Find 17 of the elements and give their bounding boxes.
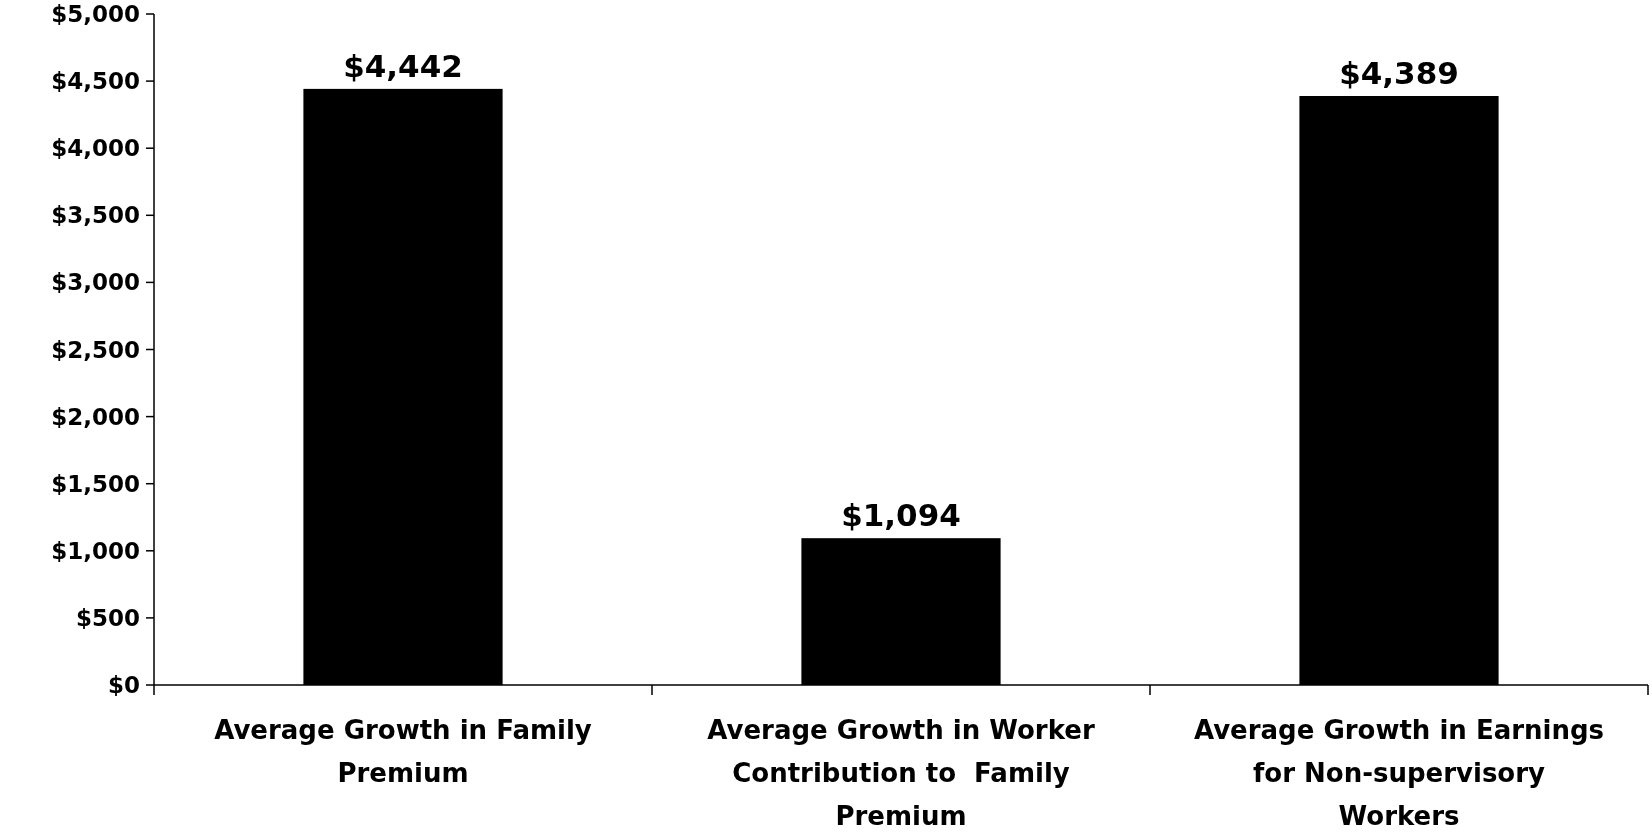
y-tick-label: $0: [107, 672, 140, 699]
y-tick-label: $3,000: [51, 269, 140, 296]
data-label: $4,442: [343, 47, 463, 84]
y-tick-label: $4,500: [51, 68, 140, 95]
y-tick-label: $4,000: [51, 135, 140, 162]
x-tick-label: Average Growth in Worker Contribution to Family Premium: [707, 715, 1095, 831]
y-tick-label: $500: [75, 604, 140, 631]
y-tick-label: $2,000: [51, 403, 140, 430]
y-tick-label: $1,500: [51, 470, 140, 497]
data-label: $1,094: [841, 497, 961, 534]
data-label: $4,389: [1339, 55, 1459, 91]
y-tick-label: $1,000: [51, 537, 140, 564]
x-tick-label: Average Growth in Earnings for Non-supervisory Workers: [1193, 715, 1605, 831]
y-tick-label: $5,000: [51, 1, 140, 28]
y-tick-label: $3,500: [51, 202, 140, 229]
y-tick-label: $2,500: [51, 336, 140, 363]
x-tick-label: Average Growth in Family Premium: [214, 715, 592, 788]
